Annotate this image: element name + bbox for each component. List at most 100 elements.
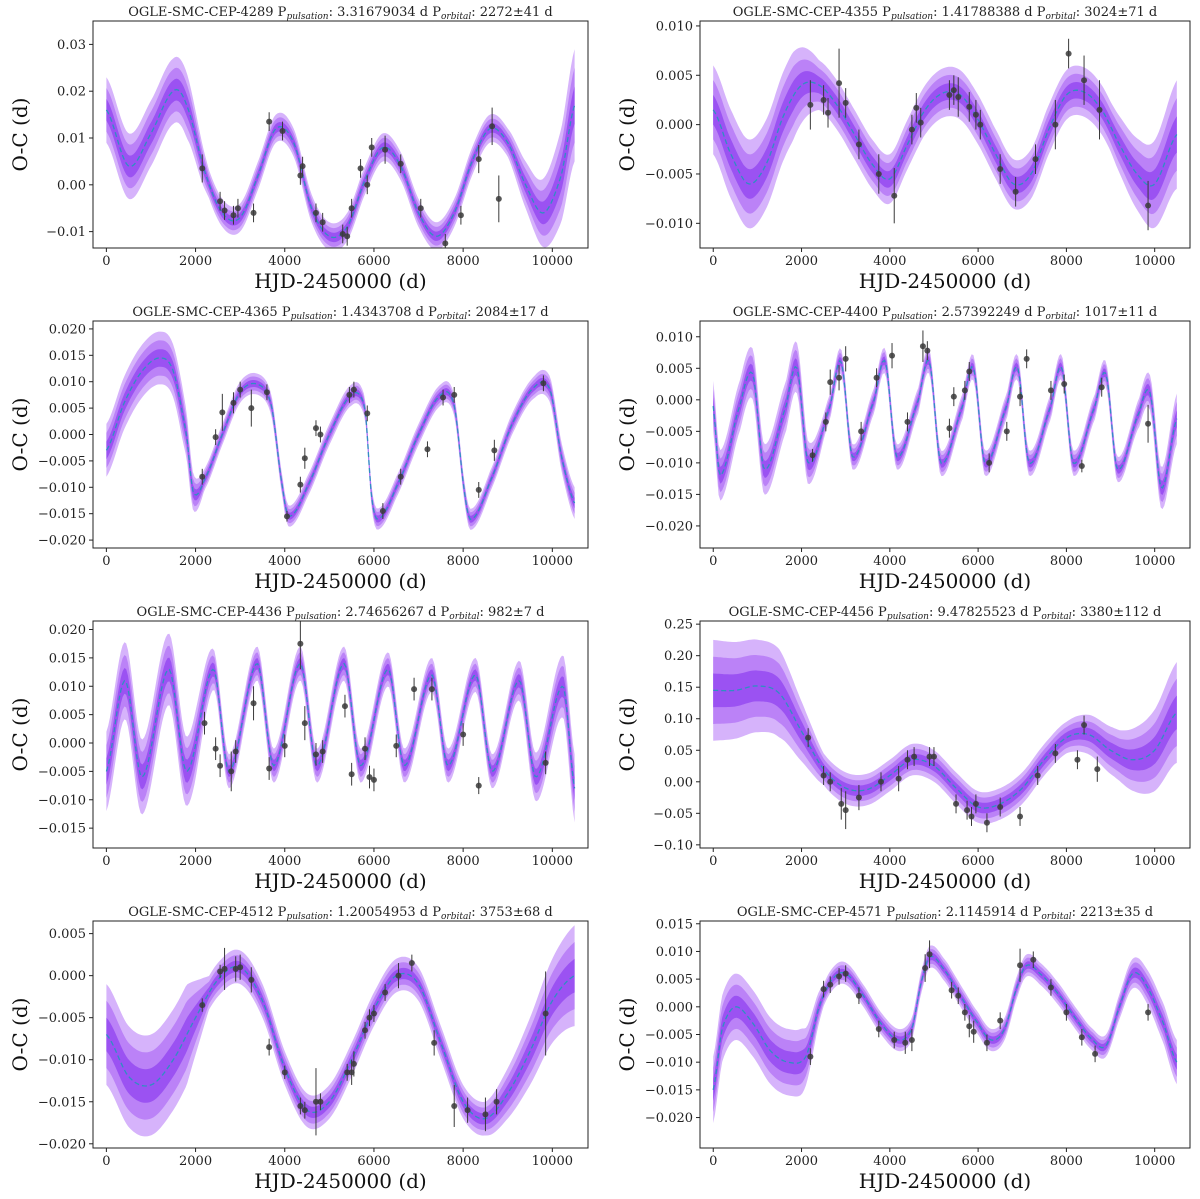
data-point xyxy=(1017,807,1024,826)
data-marker xyxy=(924,347,931,354)
data-point xyxy=(281,734,288,758)
chart-panel-4: 0 2000 4000 6000 8000 10000 −0.020 −0.015 −0.010… xyxy=(615,305,1191,593)
x-tick-label: 0 xyxy=(709,854,717,869)
data-marker xyxy=(344,233,351,240)
data-point xyxy=(961,380,968,400)
data-point xyxy=(913,93,920,123)
data-point xyxy=(1023,349,1030,369)
y-tick-label: 0.25 xyxy=(664,618,693,633)
data-marker xyxy=(221,965,228,972)
chart-title: OGLE-SMC-CEP-4400 Ppulsation: 2.57392249… xyxy=(733,305,1157,322)
data-point xyxy=(312,203,319,223)
y-tick-label: −0.015 xyxy=(38,507,86,522)
data-point xyxy=(891,168,898,224)
data-marker xyxy=(370,1010,377,1017)
data-point xyxy=(948,981,955,999)
data-marker xyxy=(873,374,880,381)
data-point xyxy=(1096,80,1103,140)
x-tick-label: 6000 xyxy=(962,254,995,269)
y-tick-label: 0.010 xyxy=(49,680,86,695)
data-marker xyxy=(1052,750,1059,757)
y-tick-label: −0.010 xyxy=(38,1053,86,1068)
data-point xyxy=(279,121,286,141)
y-tick-label: −0.010 xyxy=(645,1056,693,1071)
data-marker xyxy=(297,172,304,179)
data-point xyxy=(212,737,219,761)
data-marker xyxy=(250,209,257,216)
data-point xyxy=(348,762,355,786)
data-point xyxy=(297,476,304,493)
data-point xyxy=(855,129,862,160)
data-marker xyxy=(301,455,308,462)
y-axis-label: O-C (d) xyxy=(8,98,32,172)
y-tick-label: 0.005 xyxy=(49,402,86,417)
plot-area xyxy=(105,621,576,823)
chart-panel-2: 0 2000 4000 6000 8000 10000 −0.010 −0.005 0.000 0… xyxy=(615,5,1191,293)
data-marker xyxy=(855,794,862,801)
data-marker xyxy=(344,1069,351,1076)
y-tick-label: 0.005 xyxy=(49,708,86,723)
data-point xyxy=(1047,979,1054,996)
x-tick-label: 4000 xyxy=(873,854,906,869)
data-marker xyxy=(417,205,424,212)
data-marker xyxy=(827,778,834,785)
data-marker xyxy=(217,198,224,205)
data-marker xyxy=(889,352,896,359)
data-marker xyxy=(362,745,369,752)
data-point xyxy=(364,405,371,422)
data-point xyxy=(344,1063,351,1081)
data-point xyxy=(930,747,937,767)
data-marker xyxy=(339,230,346,237)
data-point xyxy=(221,947,228,990)
data-point xyxy=(281,1065,288,1080)
data-point xyxy=(540,375,547,392)
data-point xyxy=(234,198,241,218)
y-tick-label: 0.00 xyxy=(57,178,86,193)
data-point xyxy=(395,963,402,989)
data-marker xyxy=(1078,463,1085,470)
data-point xyxy=(346,386,353,403)
data-point xyxy=(341,694,348,718)
data-marker xyxy=(297,1102,304,1109)
data-marker xyxy=(904,418,911,425)
data-point xyxy=(875,1020,882,1038)
data-point xyxy=(807,80,814,130)
y-tick-label: −0.005 xyxy=(38,454,86,469)
data-point xyxy=(417,198,424,218)
data-marker xyxy=(357,165,364,172)
x-tick-label: 0 xyxy=(709,254,717,269)
data-point xyxy=(1061,374,1068,394)
data-point xyxy=(366,765,373,789)
y-tick-label: 0.05 xyxy=(664,744,693,759)
data-point xyxy=(237,381,244,398)
data-point xyxy=(348,198,355,218)
y-tick-label: 0.010 xyxy=(656,19,693,34)
data-point xyxy=(319,740,326,763)
y-tick-label: 0.000 xyxy=(656,393,693,408)
x-tick-label: 8000 xyxy=(447,854,480,869)
data-point xyxy=(875,154,882,194)
data-marker xyxy=(317,1098,324,1105)
data-marker xyxy=(366,1014,373,1021)
data-point xyxy=(926,747,933,767)
data-point xyxy=(312,1068,319,1136)
data-marker xyxy=(1145,1009,1152,1016)
data-point xyxy=(911,747,918,767)
data-point xyxy=(983,1034,990,1052)
data-marker xyxy=(1017,962,1024,969)
data-marker xyxy=(926,753,933,760)
band-1sigma xyxy=(106,657,575,800)
data-marker xyxy=(382,146,389,153)
y-tick-label: 0.015 xyxy=(656,917,693,932)
data-marker xyxy=(348,205,355,212)
data-point xyxy=(946,418,953,438)
y-tick-label: 0.01 xyxy=(57,132,86,147)
data-marker xyxy=(281,1069,288,1076)
data-point xyxy=(379,503,386,519)
data-point xyxy=(919,330,926,362)
data-point xyxy=(301,1101,308,1119)
data-point xyxy=(350,1051,357,1077)
data-marker xyxy=(281,742,288,749)
data-marker xyxy=(997,166,1004,173)
data-point xyxy=(836,365,843,391)
